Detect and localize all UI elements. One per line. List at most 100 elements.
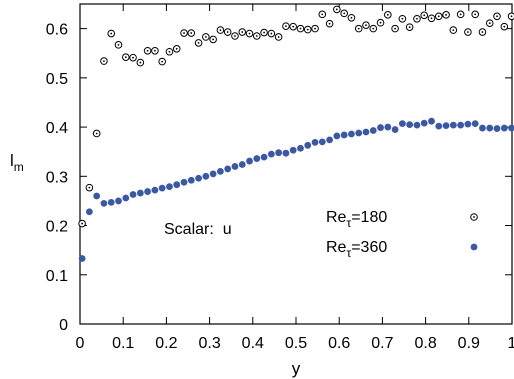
data-point [122, 194, 130, 202]
data-point [471, 10, 479, 19]
data-point [326, 136, 334, 144]
data-point [420, 11, 429, 20]
data-point [92, 129, 101, 138]
y-axis-title-subscript: m [14, 160, 24, 174]
data-point [362, 128, 370, 136]
data-point [456, 10, 465, 19]
data-point [318, 10, 327, 19]
legend-entry: Reτ=180 [326, 209, 478, 230]
x-tick-label: 0.9 [458, 335, 480, 352]
data-point [377, 124, 384, 131]
data-point [406, 121, 414, 129]
x-tick-label: 0.5 [285, 335, 307, 352]
data-point [121, 53, 130, 61]
data-point [217, 167, 224, 175]
data-point [478, 28, 487, 36]
x-tick-label: 0.2 [155, 335, 177, 352]
data-point [253, 32, 261, 40]
legend-marker [470, 213, 478, 221]
data-point [166, 183, 173, 191]
data-point [391, 24, 399, 33]
data-point [413, 14, 421, 23]
data-point [246, 157, 253, 165]
data-point [151, 186, 159, 194]
legend-label: Reτ=180 [326, 209, 387, 230]
data-point [398, 14, 407, 23]
data-point [173, 181, 181, 189]
data-point [369, 24, 378, 33]
data-point [180, 178, 188, 186]
data-point [93, 192, 101, 200]
data-point [427, 14, 436, 23]
data-point [479, 124, 486, 132]
data-point [304, 141, 312, 149]
data-point [442, 122, 450, 129]
x-tick-label: 0 [76, 335, 85, 352]
data-point [384, 123, 392, 131]
data-point [399, 120, 406, 128]
data-point [209, 170, 217, 178]
data-point [144, 188, 152, 195]
data-point [289, 22, 297, 31]
data-point [508, 124, 514, 132]
data-point [434, 12, 443, 21]
data-point [115, 197, 122, 205]
data-point [267, 29, 276, 38]
data-point [493, 12, 501, 21]
data-point [311, 138, 319, 146]
data-point [100, 57, 108, 65]
data-point [435, 122, 443, 130]
data-point [384, 11, 392, 19]
data-point [485, 19, 494, 28]
y-axis-title-main: l [10, 151, 14, 170]
data-point [282, 22, 290, 30]
data-point [129, 53, 137, 62]
data-point [493, 125, 501, 132]
data-point [348, 130, 355, 138]
data-point [187, 176, 195, 184]
data-point [362, 21, 370, 29]
x-axis-title: y [292, 359, 301, 378]
data-point [318, 138, 326, 146]
data-point [114, 41, 123, 49]
data-point [369, 127, 377, 134]
data-point [311, 24, 319, 33]
x-tick-label: 1 [508, 335, 514, 352]
legend-label: Reτ=360 [326, 239, 387, 260]
legend-entry: Reτ=360 [326, 239, 478, 260]
data-point [267, 150, 275, 158]
data-point [449, 26, 458, 34]
data-point [296, 24, 305, 33]
data-point [486, 124, 494, 132]
data-point [391, 126, 399, 133]
data-point [180, 29, 188, 37]
data-point [85, 183, 94, 192]
data-point [340, 131, 348, 139]
y-tick-label: 0 [59, 317, 68, 334]
data-point [202, 33, 210, 41]
data-point [165, 47, 174, 56]
data-point [136, 58, 145, 67]
data-point [405, 23, 414, 31]
data-point [413, 121, 421, 129]
data-point [158, 57, 166, 66]
data-point [253, 155, 261, 162]
legend-marker [470, 243, 478, 251]
data-point [464, 120, 472, 128]
series-2 [78, 117, 514, 262]
data-point [274, 33, 283, 41]
data-point [224, 165, 232, 173]
data-point [238, 28, 247, 36]
data-point [260, 153, 268, 161]
data-point [420, 119, 428, 127]
data-point [471, 120, 479, 128]
data-point [78, 219, 86, 228]
data-point [260, 28, 268, 37]
y-axis-title: lm [10, 151, 24, 174]
data-point [347, 13, 356, 22]
data-point [245, 29, 254, 38]
data-point [303, 25, 312, 34]
series-1 [78, 5, 514, 228]
